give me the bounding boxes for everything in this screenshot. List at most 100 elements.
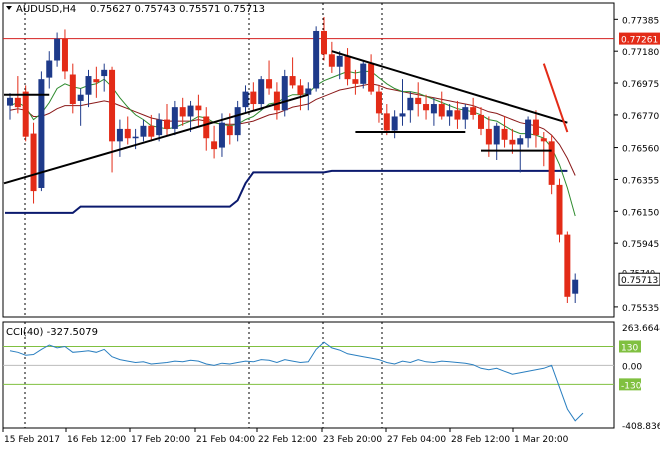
candle [148,114,155,142]
time-tick-label: 28 Feb 12:00 [451,435,510,445]
candle [446,104,453,126]
candle [242,85,249,114]
bull-candle-body [462,107,469,120]
current-price-box [618,272,660,286]
bull-candle-body [305,88,312,95]
bull-candle-body [132,136,139,139]
candle [470,97,477,120]
bear-candle-body [203,116,210,139]
candle [179,97,186,126]
bear-candle-body [109,69,116,142]
cci-indicator-label: CCI(40) -327.5079 [6,327,98,338]
symbol-timeframe: AUDUSD,H4 [16,4,76,15]
bear-candle-body [226,125,233,136]
bear-candle-body [266,79,273,89]
bull-candle-body [430,104,437,114]
bull-candle-body [140,125,147,137]
dropdown-arrow-icon[interactable] [6,6,12,10]
candle [375,85,382,123]
bear-candle-body [438,104,445,117]
price-tick-label: 0.76770 [622,112,659,122]
candle [77,88,84,126]
time-tick-label: 27 Feb 04:00 [387,435,446,445]
candle [258,76,265,111]
candle [140,119,147,142]
cci-level-label: -130 [621,381,642,391]
candle [438,91,445,120]
bear-candle-body [383,113,390,131]
candle [423,94,430,120]
candle [116,119,123,157]
cci-level-label: 130 [621,343,638,353]
price-tick-label: 0.76560 [622,145,659,155]
bear-candle-body [30,133,37,192]
candle [7,93,13,120]
candle [187,100,194,133]
time-tick-label: 17 Feb 20:00 [131,435,190,445]
bull-candle-body [46,60,53,78]
bull-candle-body [242,91,249,108]
candle [532,110,539,148]
time-tick-label: 15 Feb 2017 [4,435,60,445]
bear-candle-body [415,97,422,105]
candle [281,69,288,117]
candle [313,26,320,92]
bull-candle-body [85,76,92,95]
candle [399,79,406,126]
price-tick-label: 0.76150 [622,208,659,218]
candle [46,51,53,89]
candle [352,69,359,95]
candle [156,113,163,142]
support-step-path [5,169,568,214]
price-axis: 0.77385 0.77180 0.76975 0.76770 0.76560 0.763… [614,16,660,432]
candle [383,104,390,136]
candle [540,132,547,167]
cci-indicator [3,341,614,422]
candle [234,100,241,142]
red-level-price-label: 0.77261 [621,36,658,46]
cci-axis-label: 263.6644 [622,324,660,334]
bull-candle-body [116,128,123,142]
candle [360,60,367,89]
candles [7,16,579,304]
bear-candle-body [556,184,563,235]
candle [93,66,100,98]
bear-candle-body [375,91,382,114]
bull-candle-body [391,116,398,131]
candle [85,69,92,108]
time-tick-label: 22 Feb 12:00 [258,435,317,445]
time-tick-label: 21 Feb 04:00 [196,435,255,445]
bear-candle-body [124,128,131,139]
bull-candle-body [313,30,320,89]
candle [564,231,571,304]
bull-candle-body [399,113,406,117]
candle [572,273,579,304]
bull-candle-body [493,125,500,145]
red-level-price-box [619,32,660,45]
bull-candle-body [38,79,45,188]
bear-candle-body [564,234,571,297]
bear-candle-body [328,54,335,67]
bull-candle-body [156,119,163,136]
candle [454,100,461,129]
bear-candle-body [289,76,296,86]
cci-panel-frame [2,321,615,429]
candle [195,94,202,126]
cci-level-box [619,378,641,391]
bear-candle-body [368,63,375,92]
candle [493,122,500,160]
vertical-gridlines [3,3,614,428]
bear-candle-body [478,114,484,129]
price-tick-label: 0.76355 [622,176,659,186]
time-tick-label: 1 Mar 20:00 [514,435,569,445]
chart-header: AUDUSD,H4 0.75627 0.75743 0.75571 0.7571… [6,4,265,15]
candle [517,135,524,173]
candle [30,122,37,204]
bull-candle-body [517,138,524,145]
price-tick-label: 0.77180 [622,48,659,58]
candle [368,54,375,95]
price-tick-label: 0.75535 [622,304,659,314]
bear-candle-body [93,79,100,83]
candle [305,82,312,111]
candle [54,32,61,67]
